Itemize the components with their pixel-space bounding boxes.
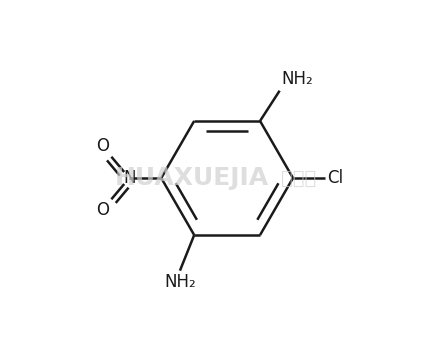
Text: Cl: Cl — [327, 169, 343, 187]
Text: O: O — [96, 201, 109, 219]
Text: N: N — [123, 169, 136, 187]
Text: 化学加: 化学加 — [281, 168, 316, 188]
Text: NH₂: NH₂ — [164, 273, 196, 292]
Text: O: O — [96, 137, 109, 155]
Text: HUAXUEJIA: HUAXUEJIA — [114, 166, 268, 190]
Text: NH₂: NH₂ — [282, 70, 313, 88]
